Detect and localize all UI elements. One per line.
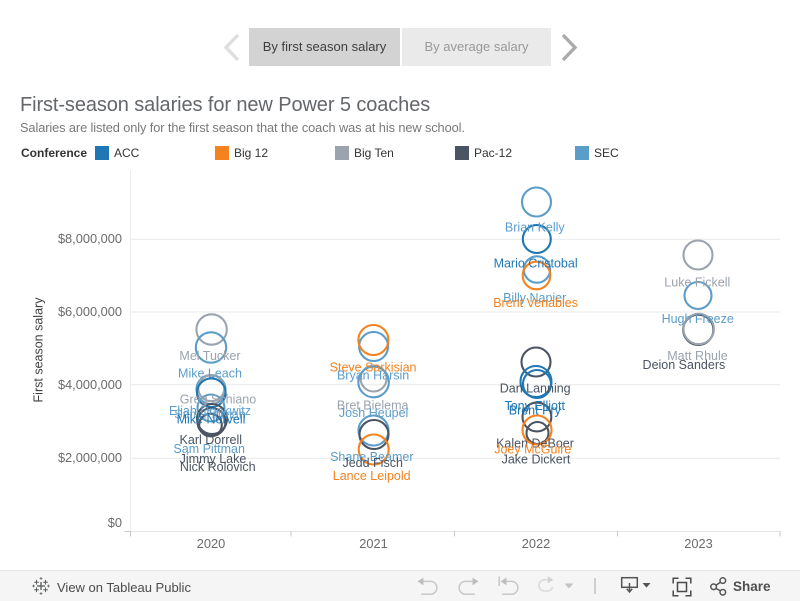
svg-text:First season salary: First season salary: [32, 297, 46, 403]
svg-text:Sam Pittman: Sam Pittman: [173, 442, 245, 456]
svg-text:Brian Kelly: Brian Kelly: [505, 221, 565, 235]
svg-text:$4,000,000: $4,000,000: [58, 377, 122, 392]
svg-text:Karl Dorrell: Karl Dorrell: [180, 433, 243, 447]
svg-text:Hugh Freeze: Hugh Freeze: [662, 312, 734, 326]
svg-text:Brent Pry: Brent Pry: [509, 403, 562, 417]
svg-text:Steve Sarkisian: Steve Sarkisian: [330, 361, 417, 375]
svg-text:Deion Sanders: Deion Sanders: [643, 358, 726, 372]
svg-text:Greg Schiano: Greg Schiano: [180, 393, 256, 407]
svg-text:Mel Tucker: Mel Tucker: [179, 349, 240, 363]
svg-text:ACC: ACC: [114, 146, 140, 160]
svg-text:$2,000,000: $2,000,000: [58, 450, 122, 465]
svg-text:Lance Leipold: Lance Leipold: [333, 469, 411, 483]
svg-text:Big 12: Big 12: [234, 146, 268, 160]
svg-text:Jake Dickert: Jake Dickert: [502, 453, 571, 467]
svg-text:Dan Lanning: Dan Lanning: [500, 382, 571, 396]
svg-text:Joey McGuire: Joey McGuire: [494, 442, 571, 456]
svg-text:2023: 2023: [684, 536, 712, 551]
svg-text:Josh Heupel: Josh Heupel: [339, 406, 409, 420]
svg-text:2022: 2022: [522, 536, 550, 551]
svg-text:Conference: Conference: [21, 146, 87, 160]
svg-text:Sam Pittman: Sam Pittman: [174, 408, 246, 422]
svg-text:SEC: SEC: [594, 146, 619, 160]
svg-text:Matt Rhule: Matt Rhule: [667, 349, 727, 363]
svg-text:Tony Elliott: Tony Elliott: [504, 399, 565, 413]
svg-text:$6,000,000: $6,000,000: [58, 304, 122, 319]
svg-text:Shane Beamer: Shane Beamer: [330, 450, 413, 464]
svg-text:Billy Napier: Billy Napier: [503, 291, 566, 305]
svg-text:Bryan Harsin: Bryan Harsin: [337, 368, 409, 382]
svg-text:Brent Venables: Brent Venables: [493, 296, 578, 310]
svg-text:Nick Rolovich: Nick Rolovich: [180, 460, 256, 474]
svg-text:Kalen DeBoer: Kalen DeBoer: [496, 436, 574, 450]
svg-text:Luke Fickell: Luke Fickell: [664, 275, 730, 289]
svg-text:Mike Norvell: Mike Norvell: [177, 412, 246, 426]
svg-text:Bret Bielema: Bret Bielema: [337, 399, 409, 413]
svg-text:Jimmy Lake: Jimmy Lake: [180, 452, 247, 466]
svg-text:Eliah Drinkwitz: Eliah Drinkwitz: [169, 404, 251, 418]
svg-text:2020: 2020: [197, 536, 225, 551]
svg-text:Big Ten: Big Ten: [354, 146, 394, 160]
svg-text:$8,000,000: $8,000,000: [58, 231, 122, 246]
svg-text:Mike Leach: Mike Leach: [178, 367, 242, 381]
svg-text:Pac-12: Pac-12: [474, 146, 512, 160]
svg-text:2021: 2021: [359, 536, 387, 551]
svg-text:Jedd Fisch: Jedd Fisch: [342, 456, 402, 470]
svg-text:$0: $0: [108, 515, 122, 530]
svg-text:Mario Cristobal: Mario Cristobal: [494, 257, 578, 271]
